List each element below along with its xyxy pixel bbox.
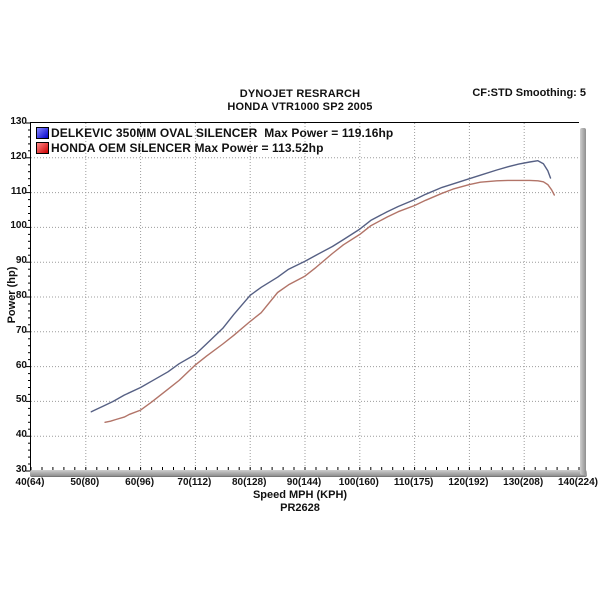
chart-title: DYNOJET RESRARCH <box>239 88 361 100</box>
y-tick-label-50: 50 <box>15 394 27 406</box>
x-tick-label-110: 110(175) <box>393 477 434 488</box>
plot-area: DELKEVIC 350MM OVAL SILENCER Max Power =… <box>26 122 580 472</box>
legend-item-honda-oem: HONDA OEM SILENCER Max Power = 113.52hp <box>36 140 393 155</box>
curve-honda-oem <box>104 179 555 423</box>
x-tick-label-100: 100(160) <box>338 477 379 488</box>
y-tick-label-90: 90 <box>15 255 27 267</box>
x-tick-label-50: 50(80) <box>70 477 100 488</box>
y-tick-label-120: 120 <box>10 150 27 162</box>
honda-oem-legend-label: HONDA OEM SILENCER Max Power = 113.52hp <box>51 140 324 155</box>
power-curves-svg <box>26 122 580 472</box>
delkevic-legend-swatch <box>36 126 49 139</box>
y-tick-label-130: 130 <box>10 116 27 127</box>
curve-delkevic <box>90 160 552 413</box>
right-frame-bar <box>580 128 586 475</box>
x-axis-bar <box>30 470 587 476</box>
legend: DELKEVIC 350MM OVAL SILENCER Max Power =… <box>36 125 393 155</box>
x-tick-label-140: 140(224) <box>557 477 599 488</box>
y-tick-label-60: 60 <box>15 359 27 371</box>
run-id: PR2628 <box>280 502 320 514</box>
legend-item-delkevic: DELKEVIC 350MM OVAL SILENCER Max Power =… <box>36 125 393 140</box>
chart-subtitle: HONDA VTR1000 SP2 2005 <box>227 101 373 113</box>
y-tick-label-80: 80 <box>15 290 27 301</box>
y-tick-label-40: 40 <box>15 429 27 441</box>
smoothing-setting: CF:STD Smoothing: 5 <box>472 87 586 99</box>
honda-oem-legend-swatch <box>36 141 49 154</box>
y-tick-label-70: 70 <box>15 324 27 336</box>
delkevic-legend-label: DELKEVIC 350MM OVAL SILENCER Max Power =… <box>51 125 394 140</box>
x-tick-label-70: 70(112) <box>177 477 212 488</box>
y-tick-label-110: 110 <box>10 185 27 197</box>
x-tick-label-90: 90(144) <box>286 477 322 488</box>
x-tick-label-40: 40(64) <box>15 477 45 488</box>
x-tick-label-80: 80(128) <box>231 477 267 488</box>
y-tick-label-30: 30 <box>15 464 27 475</box>
x-tick-label-130: 130(208) <box>503 477 544 488</box>
x-tick-label-120: 120(192) <box>448 477 489 488</box>
x-axis-title: Speed MPH (KPH) <box>252 489 348 501</box>
y-tick-label-100: 100 <box>10 220 27 232</box>
x-tick-label-60: 60(96) <box>125 477 155 488</box>
